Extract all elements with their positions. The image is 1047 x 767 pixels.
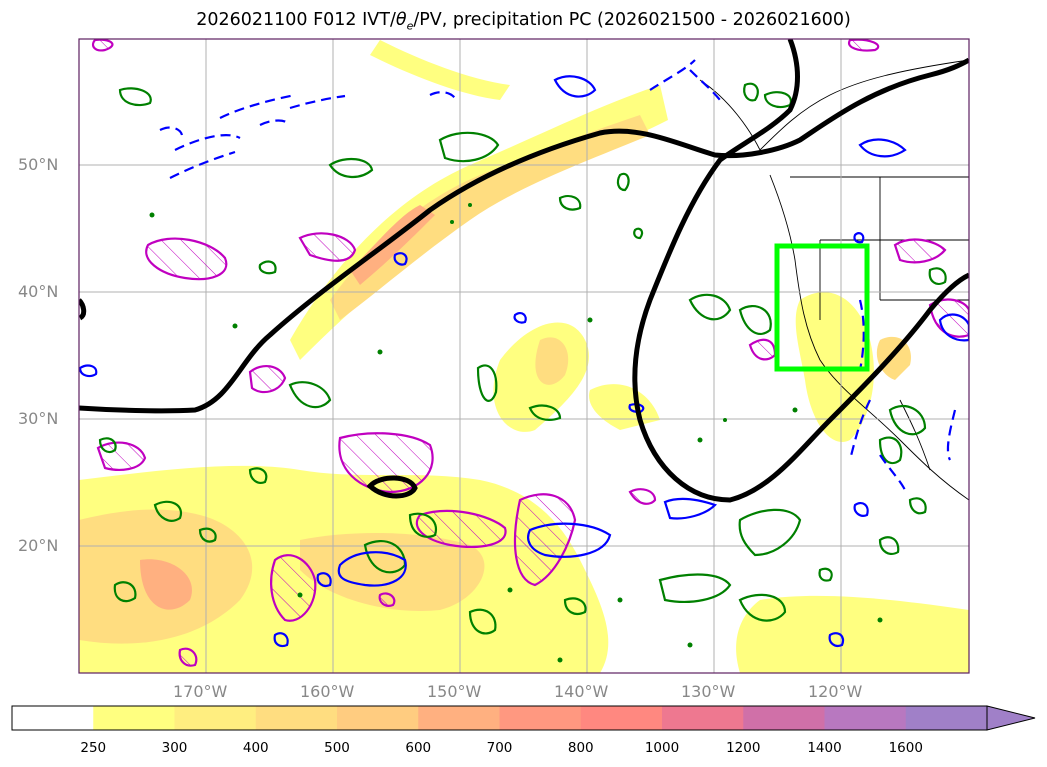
colorbar-cell [174, 706, 257, 730]
colorbar-cell [905, 706, 988, 730]
lon-label-170w: 170°W [173, 682, 228, 701]
colorbar-tick-label: 1200 [726, 740, 761, 756]
region-box [774, 243, 870, 372]
map-panel [78, 38, 970, 674]
lon-label-150w: 150°W [427, 682, 482, 701]
pv-blue-contours [79, 59, 969, 648]
colorbar-extend-arrow [986, 705, 1036, 731]
colorbar-tick-label: 1000 [644, 740, 680, 756]
colorbar [11, 705, 1036, 731]
colorbar-cell [93, 706, 175, 730]
colorbar-tick-label: 1600 [888, 740, 923, 756]
colorbar-tick-label: 1400 [807, 740, 842, 756]
colorbar-cell [824, 706, 907, 730]
theta-e-contours [79, 39, 969, 503]
lon-label-130w: 130°W [681, 682, 736, 701]
lon-label-120w: 120°W [808, 682, 863, 701]
lat-label-40n: 40°N [18, 282, 59, 301]
pv-dots [149, 203, 883, 663]
colorbar-cell [662, 706, 744, 730]
colorbar-tick-label: 600 [405, 740, 432, 756]
lat-label-20n: 20°N [18, 536, 59, 555]
colorbar-cell [255, 706, 338, 730]
lon-label-140w: 140°W [554, 682, 609, 701]
colorbar-cell [12, 706, 94, 730]
colorbar-tick-label: 250 [80, 740, 107, 756]
colorbar-tick-label: 300 [161, 740, 188, 756]
colorbar-cell [418, 706, 500, 730]
lon-label-160w: 160°W [300, 682, 355, 701]
colorbar-tick-label: 400 [242, 740, 269, 756]
coastline [699, 59, 969, 501]
colorbar-frame [11, 705, 988, 731]
colorbar-cell [499, 706, 582, 730]
colorbar-cell [337, 706, 419, 730]
colorbar-cell [580, 706, 663, 730]
map-title: 2026021100 F012 IVT/θe/PV, precipitation… [196, 10, 851, 33]
colorbar-cell [743, 706, 825, 730]
colorbar-tick-label: 800 [567, 740, 594, 756]
pv-magenta-contours [91, 39, 969, 667]
lat-label-50n: 50°N [18, 155, 59, 174]
lat-label-30n: 30°N [18, 409, 59, 428]
colorbar-tick-label: 500 [324, 740, 350, 756]
colorbar-tick-label: 700 [486, 740, 513, 756]
map-frame [78, 38, 970, 674]
